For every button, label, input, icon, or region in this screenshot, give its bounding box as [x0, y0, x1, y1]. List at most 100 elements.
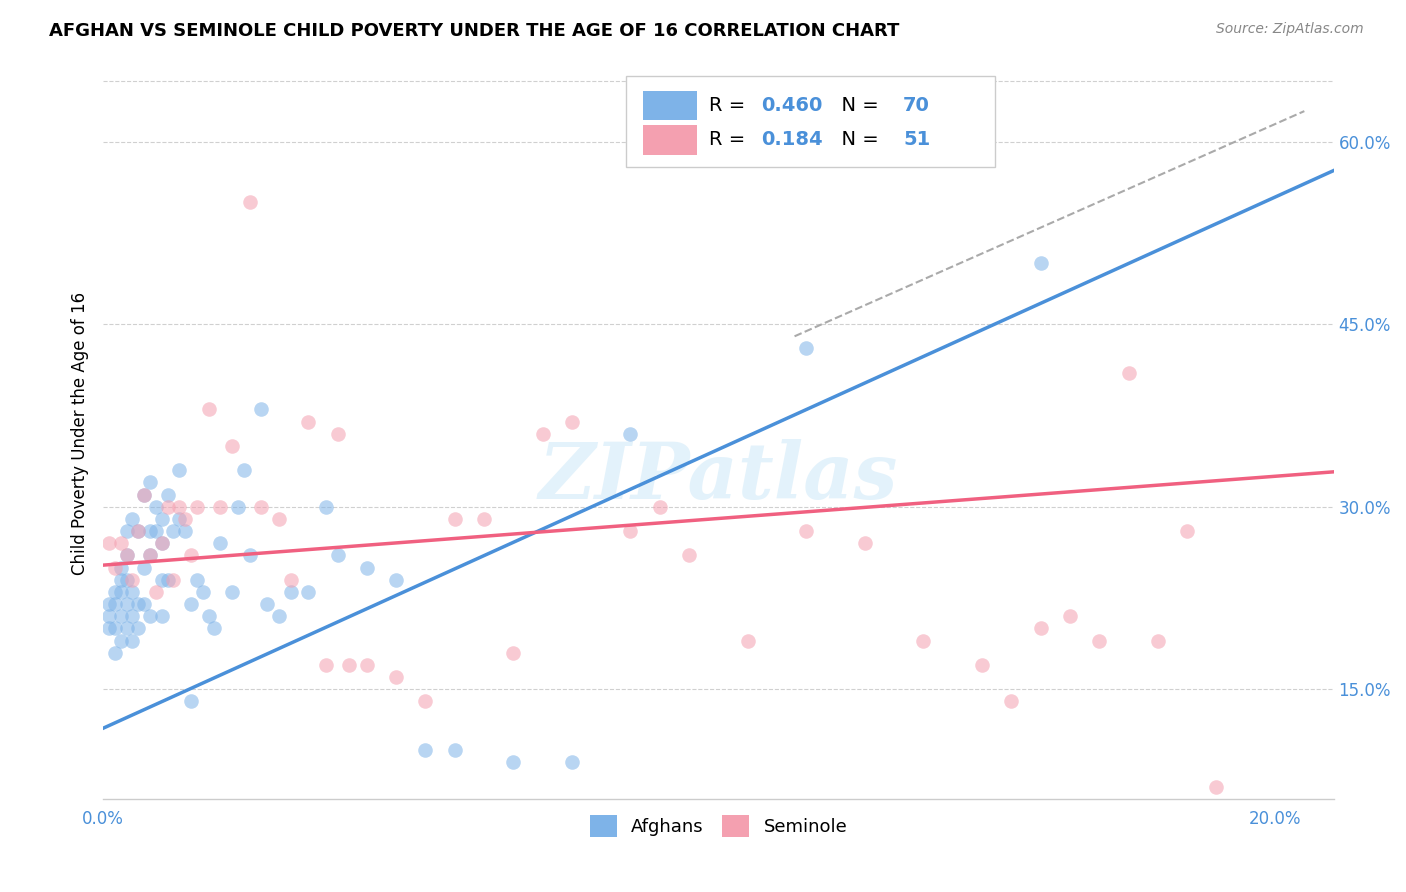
Point [98, 597, 121, 611]
Point [239, 195, 262, 210]
Point [98, 622, 121, 636]
Point [174, 512, 197, 526]
Point [531, 426, 554, 441]
Point [134, 487, 156, 501]
Text: R =: R = [709, 95, 751, 114]
Point [678, 549, 700, 563]
Point [794, 524, 817, 538]
Legend: Afghans, Seminole: Afghans, Seminole [582, 808, 855, 845]
Point [619, 524, 641, 538]
Point [145, 500, 167, 514]
Point [110, 585, 132, 599]
Point [280, 585, 302, 599]
Point [415, 694, 437, 708]
Point [127, 524, 149, 538]
Point [1029, 256, 1052, 270]
Point [970, 657, 993, 672]
Point [853, 536, 876, 550]
Point [156, 573, 179, 587]
Point [267, 609, 290, 624]
Point [1000, 694, 1022, 708]
Point [1175, 524, 1198, 538]
Point [150, 536, 173, 550]
Point [121, 633, 143, 648]
Point [127, 622, 149, 636]
Point [794, 342, 817, 356]
Point [145, 585, 167, 599]
FancyBboxPatch shape [644, 126, 697, 154]
Point [139, 549, 162, 563]
Point [174, 524, 197, 538]
Point [232, 463, 254, 477]
Point [209, 536, 232, 550]
Text: N =: N = [830, 95, 886, 114]
Point [415, 743, 437, 757]
Point [326, 549, 349, 563]
Point [250, 500, 273, 514]
Point [256, 597, 278, 611]
Point [326, 426, 349, 441]
Point [104, 585, 127, 599]
Point [139, 475, 162, 490]
Point [337, 657, 360, 672]
Point [150, 609, 173, 624]
Point [121, 585, 143, 599]
Point [110, 536, 132, 550]
Point [443, 743, 465, 757]
Text: R =: R = [709, 130, 751, 149]
Point [169, 500, 191, 514]
Point [1029, 622, 1052, 636]
Point [648, 500, 671, 514]
Point [315, 500, 337, 514]
Point [104, 560, 127, 574]
Text: 0.184: 0.184 [762, 130, 823, 149]
Point [162, 524, 184, 538]
Text: N =: N = [830, 130, 886, 149]
Point [110, 560, 132, 574]
Point [139, 524, 162, 538]
Point [150, 573, 173, 587]
Point [472, 512, 495, 526]
Point [169, 512, 191, 526]
Point [121, 512, 143, 526]
Point [912, 633, 935, 648]
Point [1118, 366, 1140, 380]
Point [385, 573, 408, 587]
Point [127, 597, 149, 611]
Point [180, 597, 202, 611]
Point [204, 622, 226, 636]
Point [115, 524, 138, 538]
Point [145, 524, 167, 538]
Point [110, 633, 132, 648]
Point [104, 597, 127, 611]
Point [221, 439, 243, 453]
Point [156, 487, 179, 501]
Point [1147, 633, 1170, 648]
Point [115, 597, 138, 611]
Point [98, 536, 121, 550]
Point [280, 573, 302, 587]
Point [315, 657, 337, 672]
Point [1205, 780, 1227, 794]
Point [619, 426, 641, 441]
Point [226, 500, 249, 514]
Point [561, 756, 583, 770]
Point [186, 500, 208, 514]
Point [297, 585, 319, 599]
Text: ZIPatlas: ZIPatlas [538, 439, 898, 516]
Point [162, 573, 184, 587]
Text: 51: 51 [903, 130, 931, 149]
Point [1059, 609, 1081, 624]
Point [191, 585, 214, 599]
Point [110, 609, 132, 624]
Y-axis label: Child Poverty Under the Age of 16: Child Poverty Under the Age of 16 [72, 292, 89, 575]
Point [98, 609, 121, 624]
Point [127, 524, 149, 538]
Point [209, 500, 232, 514]
Point [115, 549, 138, 563]
Point [502, 646, 524, 660]
Point [150, 512, 173, 526]
Point [221, 585, 243, 599]
Point [250, 402, 273, 417]
Point [139, 549, 162, 563]
